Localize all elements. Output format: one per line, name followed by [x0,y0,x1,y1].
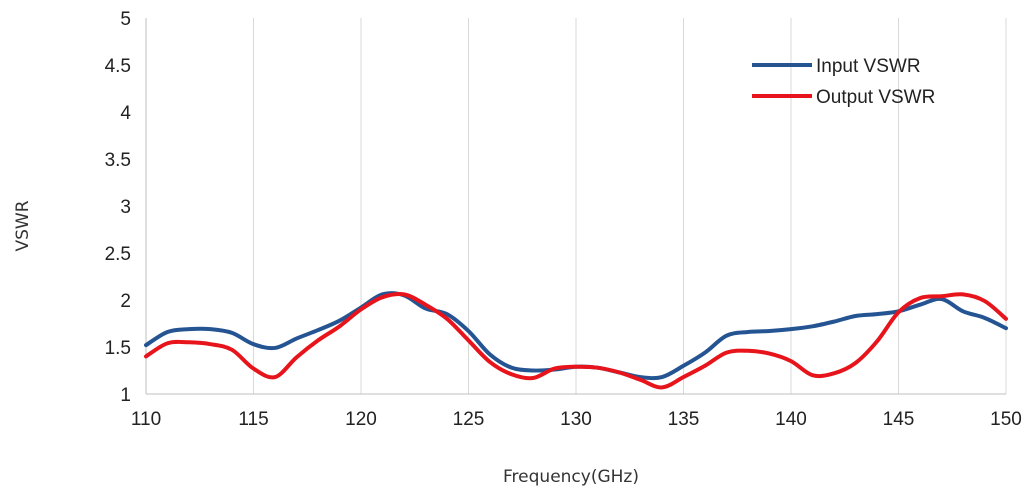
series-line-output-vswr [144,291,1008,390]
y-tick-label-3: 3 [120,197,131,218]
series-lines [144,291,1008,390]
x-tick-label-150: 150 [990,409,1022,430]
x-tick-label-110: 110 [131,409,161,430]
y-tick-label-4-5: 4.5 [105,56,131,77]
y-tick-label-5: 5 [120,9,131,30]
x-axis-title: Frequency(GHz) [503,467,639,487]
grid [253,18,1007,394]
x-tick-label-120: 120 [345,409,377,430]
x-tick-label-115: 115 [238,409,268,430]
y-tick-labels: 1 1.5 2 2.5 3 3.5 4 4.5 5 [105,9,132,406]
y-tick-label-3-5: 3.5 [105,150,131,171]
x-tick-label-140: 140 [775,409,807,430]
y-axis-title: VSWR [13,200,33,251]
x-tick-labels: 110 115 120 125 130 135 140 145 150 [131,409,1022,430]
y-tick-label-2: 2 [120,291,131,312]
y-tick-label-2-5: 2.5 [105,244,131,265]
x-tick-label-130: 130 [560,409,592,430]
legend-label-output-vswr: Output VSWR [816,87,935,108]
y-tick-label-1: 1 [120,385,131,406]
y-tick-label-4: 4 [120,103,131,124]
x-tick-label-135: 135 [668,409,700,430]
x-tick-label-125: 125 [453,409,485,430]
legend: Input VSWR Output VSWR [752,56,935,108]
axes [145,18,1006,395]
legend-label-input-vswr: Input VSWR [816,56,921,77]
y-tick-label-1-5: 1.5 [105,338,131,359]
x-tick-label-145: 145 [883,409,915,430]
